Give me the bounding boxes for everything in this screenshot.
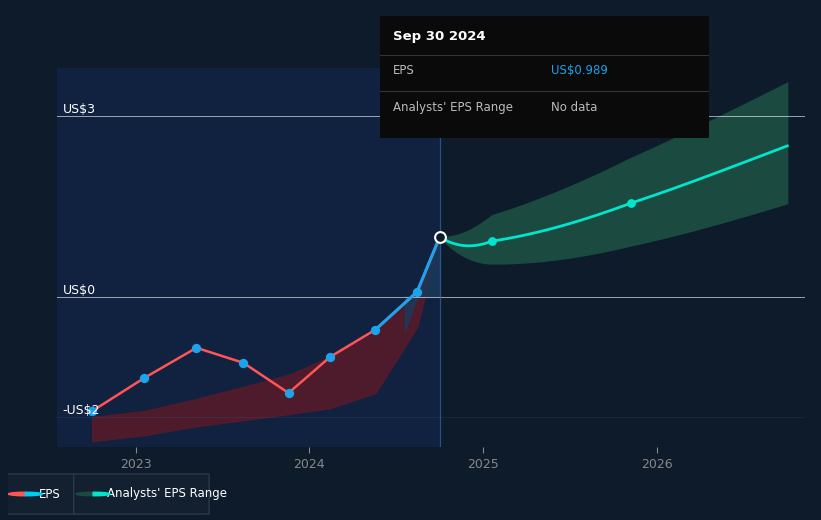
Text: -US$2: -US$2 — [62, 404, 100, 417]
Text: US$0.989: US$0.989 — [551, 64, 608, 77]
Text: No data: No data — [551, 101, 597, 114]
Point — [410, 288, 424, 296]
Point — [433, 233, 447, 241]
Point — [282, 389, 295, 397]
FancyBboxPatch shape — [74, 474, 209, 514]
Point — [236, 359, 250, 367]
Point — [190, 344, 203, 352]
Text: Analysts' EPS Range: Analysts' EPS Range — [107, 488, 227, 500]
Wedge shape — [93, 492, 110, 496]
Text: US$3: US$3 — [62, 103, 96, 116]
Wedge shape — [25, 492, 43, 496]
Bar — [57, 68, 440, 447]
Text: US$0: US$0 — [62, 283, 96, 296]
Point — [85, 407, 99, 415]
Text: EPS: EPS — [39, 488, 61, 500]
Point — [369, 326, 382, 334]
Text: Sep 30 2024: Sep 30 2024 — [393, 30, 486, 43]
Text: EPS: EPS — [393, 64, 415, 77]
Point — [624, 199, 637, 207]
Point — [485, 237, 498, 245]
Text: Actual: Actual — [395, 84, 434, 97]
Text: Analysts Forecasts: Analysts Forecasts — [452, 84, 568, 97]
Wedge shape — [8, 492, 25, 496]
Point — [138, 374, 151, 382]
Text: Analysts' EPS Range: Analysts' EPS Range — [393, 101, 513, 114]
Wedge shape — [76, 492, 93, 496]
FancyBboxPatch shape — [6, 474, 76, 514]
Point — [323, 353, 337, 361]
